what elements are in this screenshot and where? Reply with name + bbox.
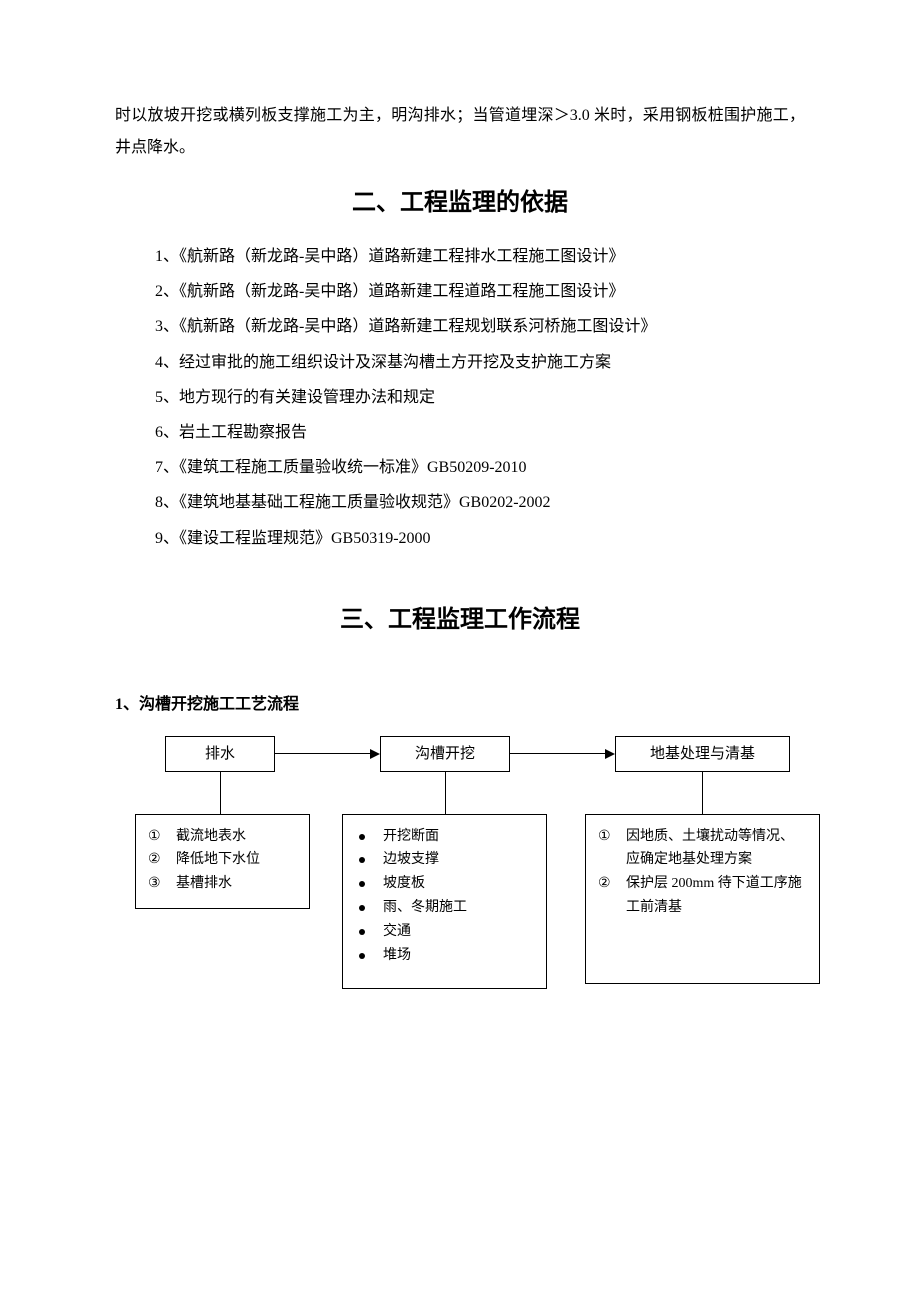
flow-top-box: 地基处理与清基 xyxy=(615,736,790,772)
bullet-icon xyxy=(359,881,365,887)
flow-connector xyxy=(445,772,446,814)
flow-bottom-box: ①截流地表水②降低地下水位③基槽排水 xyxy=(135,814,310,909)
flow-top-box: 排水 xyxy=(165,736,275,772)
flow-list-text: 保护层 200mm 待下道工序施工前清基 xyxy=(626,872,807,920)
bullet-icon xyxy=(359,905,365,911)
flow-arrow-line xyxy=(510,753,605,754)
list-item: 9、《建设工程监理规范》GB50319-2000 xyxy=(115,521,805,556)
section-2-heading: 二、工程监理的依据 xyxy=(115,179,805,227)
section-3-subheading: 1、沟槽开挖施工工艺流程 xyxy=(115,689,805,721)
flow-list-text: 降低地下水位 xyxy=(176,848,297,872)
list-item: 4、经过审批的施工组织设计及深基沟槽土方开挖及支护施工方案 xyxy=(115,345,805,380)
list-item: 6、岩土工程勘察报告 xyxy=(115,415,805,450)
flow-list-marker xyxy=(355,896,383,920)
intro-paragraph: 时以放坡开挖或横列板支撑施工为主，明沟排水；当管道埋深＞3.0 米时，采用钢板桩… xyxy=(115,100,805,164)
flow-list-marker: ③ xyxy=(148,872,176,896)
flow-arrow-head xyxy=(605,749,615,759)
bullet-icon xyxy=(359,857,365,863)
list-item: 2、《航新路（新龙路-吴中路）道路新建工程道路工程施工图设计》 xyxy=(115,274,805,309)
flow-list-marker: ① xyxy=(598,825,626,849)
flow-list-row: 开挖断面 xyxy=(355,825,534,849)
flow-bottom-box: 开挖断面边坡支撑坡度板雨、冬期施工交通堆场 xyxy=(342,814,547,989)
flow-list-marker xyxy=(355,920,383,944)
flow-list-row: 坡度板 xyxy=(355,872,534,896)
flow-arrow-line xyxy=(275,753,370,754)
flow-list-row: 雨、冬期施工 xyxy=(355,896,534,920)
flow-connector xyxy=(702,772,703,814)
flow-bottom-box: ①因地质、土壤扰动等情况、应确定地基处理方案②保护层 200mm 待下道工序施工… xyxy=(585,814,820,984)
flow-connector xyxy=(220,772,221,814)
list-item: 1、《航新路（新龙路-吴中路）道路新建工程排水工程施工图设计》 xyxy=(115,239,805,274)
flow-list-text: 交通 xyxy=(383,920,534,944)
flow-list-text: 因地质、土壤扰动等情况、应确定地基处理方案 xyxy=(626,825,807,873)
flow-list-marker xyxy=(355,944,383,968)
flow-list-text: 开挖断面 xyxy=(383,825,534,849)
flow-list-row: ②保护层 200mm 待下道工序施工前清基 xyxy=(598,872,807,920)
list-item: 8、《建筑地基基础工程施工质量验收规范》GB0202-2002 xyxy=(115,485,805,520)
flow-list-marker xyxy=(355,848,383,872)
flow-list-row: 交通 xyxy=(355,920,534,944)
flow-list-row: ①截流地表水 xyxy=(148,825,297,849)
flow-list-text: 雨、冬期施工 xyxy=(383,896,534,920)
flow-list-marker xyxy=(355,872,383,896)
section-3-heading: 三、工程监理工作流程 xyxy=(115,596,805,644)
flow-list-marker: ① xyxy=(148,825,176,849)
flow-list-marker: ② xyxy=(148,848,176,872)
flow-list-text: 截流地表水 xyxy=(176,825,297,849)
flow-list-row: ①因地质、土壤扰动等情况、应确定地基处理方案 xyxy=(598,825,807,873)
list-item: 5、地方现行的有关建设管理办法和规定 xyxy=(115,380,805,415)
flow-list-text: 堆场 xyxy=(383,944,534,968)
flow-list-text: 边坡支撑 xyxy=(383,848,534,872)
flow-list-row: ③基槽排水 xyxy=(148,872,297,896)
flow-list-row: ②降低地下水位 xyxy=(148,848,297,872)
bullet-icon xyxy=(359,953,365,959)
list-item: 7、《建筑工程施工质量验收统一标准》GB50209-2010 xyxy=(115,450,805,485)
flow-top-box: 沟槽开挖 xyxy=(380,736,510,772)
flow-list-text: 基槽排水 xyxy=(176,872,297,896)
flowchart-container: 排水沟槽开挖地基处理与清基①截流地表水②降低地下水位③基槽排水开挖断面边坡支撑坡… xyxy=(135,736,835,1016)
flow-list-marker: ② xyxy=(598,872,626,896)
flow-arrow-head xyxy=(370,749,380,759)
list-item: 3、《航新路（新龙路-吴中路）道路新建工程规划联系河桥施工图设计》 xyxy=(115,309,805,344)
flow-list-text: 坡度板 xyxy=(383,872,534,896)
bullet-icon xyxy=(359,929,365,935)
flow-list-marker xyxy=(355,825,383,849)
section-2-list: 1、《航新路（新龙路-吴中路）道路新建工程排水工程施工图设计》 2、《航新路（新… xyxy=(115,239,805,556)
bullet-icon xyxy=(359,834,365,840)
flow-list-row: 边坡支撑 xyxy=(355,848,534,872)
flow-list-row: 堆场 xyxy=(355,944,534,968)
